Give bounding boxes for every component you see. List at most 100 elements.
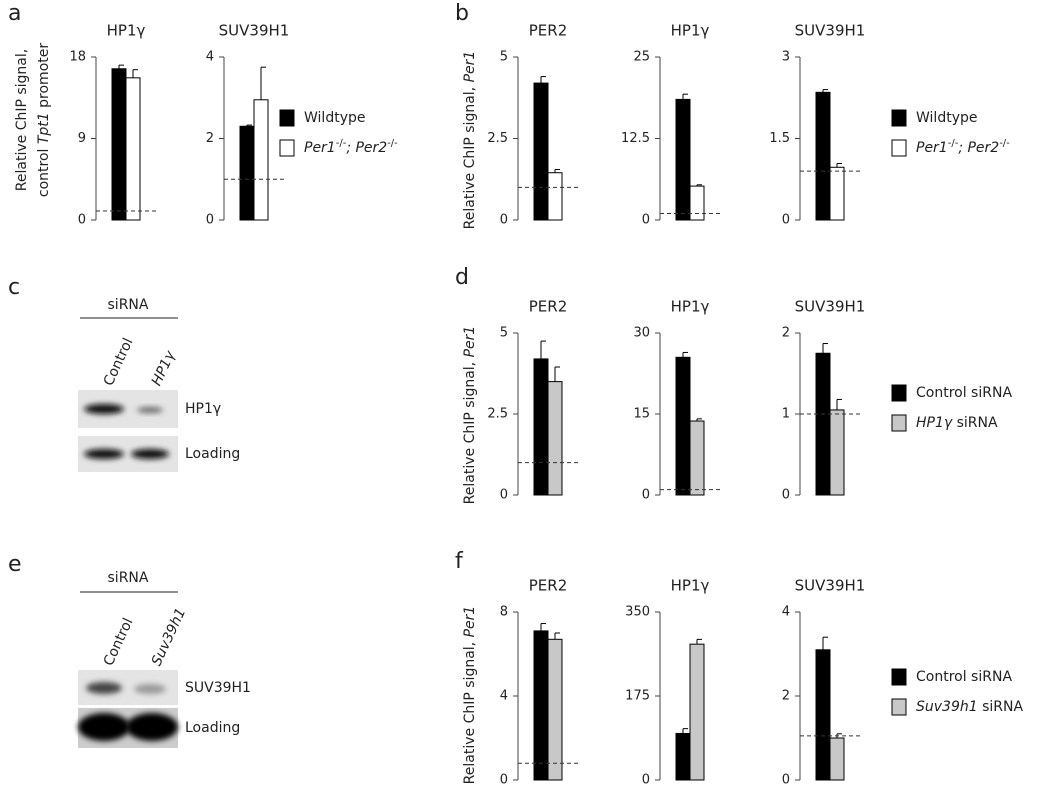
legend-swatch [891,139,907,157]
blot-header: siRNA [108,297,149,313]
text-span: Suv39h1 [149,606,190,669]
chart-title: PER2 [529,298,568,316]
lane-label: Control [101,616,137,669]
blot-band [131,449,169,459]
panel-label: d [455,265,469,290]
text-span: siRNA [978,699,1024,715]
y-tick-label: 0 [78,213,86,228]
error-bar [836,398,842,410]
text-span: -/- [336,138,347,149]
y-tick-label: 18 [69,50,86,65]
blot-band [84,404,124,414]
legend-swatch [279,139,295,157]
error-bar [118,64,124,69]
text-span: siRNA [952,415,998,431]
text-span: -/- [387,138,398,149]
chart-title: HP1γ [107,22,146,40]
error-bar [822,89,828,93]
error-bar [540,76,546,84]
y-tick-label: 4 [782,605,790,620]
error-bar [682,351,688,358]
y-tick-label: 0 [642,773,650,788]
y-tick-label: 0 [782,213,790,228]
bar [689,420,705,496]
y-tick-label: 350 [625,605,650,620]
bar [533,82,549,221]
y-tick-label: 0 [782,488,790,503]
chart-title: PER2 [529,577,568,595]
bar [689,643,705,781]
text-span: Tpt1 [36,112,52,144]
y-tick-label: 0 [642,488,650,503]
bar [253,99,269,221]
bar [547,638,563,781]
blot-band [134,684,166,694]
y-tick-label: 2 [782,689,790,704]
y-tick-label: 8 [500,605,508,620]
y-tick-label: 2.5 [487,407,508,422]
text-span: Wildtype [916,110,977,126]
bar [815,649,831,781]
bar [675,356,691,496]
lane-label: HP1γ [149,348,179,388]
error-bar [696,418,702,422]
chart-title: SUV39H1 [795,298,866,316]
text-span: Wildtype [304,110,365,126]
text-span: -/- [999,138,1010,149]
chart-title: HP1γ [671,577,710,595]
y-tick-label: 175 [625,689,650,704]
y-tick-label: 0 [642,213,650,228]
y-tick-label: 30 [633,326,650,341]
blot-row-label: SUV39H1 [185,680,251,696]
lane-label: Control [101,336,137,389]
y-tick-label: 2 [206,131,214,146]
y-tick-label: 1 [782,407,790,422]
bar [829,737,845,781]
error-bar [132,69,138,78]
y-tick-label: 4 [500,689,508,704]
y-tick-label: 0 [500,773,508,788]
text-span: Control [101,336,137,389]
text-span: Per1 [462,51,478,83]
chart-title: SUV39H1 [219,22,290,40]
bar [533,630,549,781]
error-bar [554,632,560,640]
error-bar [540,340,546,359]
legend-swatch [279,109,295,127]
bar [111,68,127,221]
error-bar [696,638,702,645]
legend-swatch [891,414,907,432]
blot-header: siRNA [108,570,149,586]
error-bar [260,66,266,100]
error-bar [554,168,560,173]
chart-title: PER2 [529,22,568,40]
bar [533,358,549,496]
error-bar [682,93,688,100]
lane-label: Suv39h1 [149,606,190,669]
bar [239,125,255,221]
error-bar [682,728,688,734]
y-tick-label: 2 [782,326,790,341]
bar [689,185,705,221]
blot-band [78,713,130,741]
bar [815,91,831,221]
legend-label: Wildtype [304,110,365,126]
error-bar [822,343,828,354]
error-bar [554,366,560,382]
text-span: HP1γ [149,348,179,388]
panel-label: c [8,275,20,300]
text-span: Control siRNA [916,385,1012,401]
error-bar [696,184,702,187]
panel-label: a [8,1,21,26]
text-span: ; Per2 [346,140,387,156]
legend-swatch [891,384,907,402]
y-axis-label: Relative ChIP signal, [14,49,30,191]
legend-swatch [891,668,907,686]
panel-label: e [8,552,22,577]
text-span: Per1 [916,140,948,156]
legend-label: Control siRNA [916,669,1012,685]
text-span: ; Per2 [958,140,999,156]
y-tick-label: 25 [633,50,650,65]
text-span: control [36,144,52,197]
